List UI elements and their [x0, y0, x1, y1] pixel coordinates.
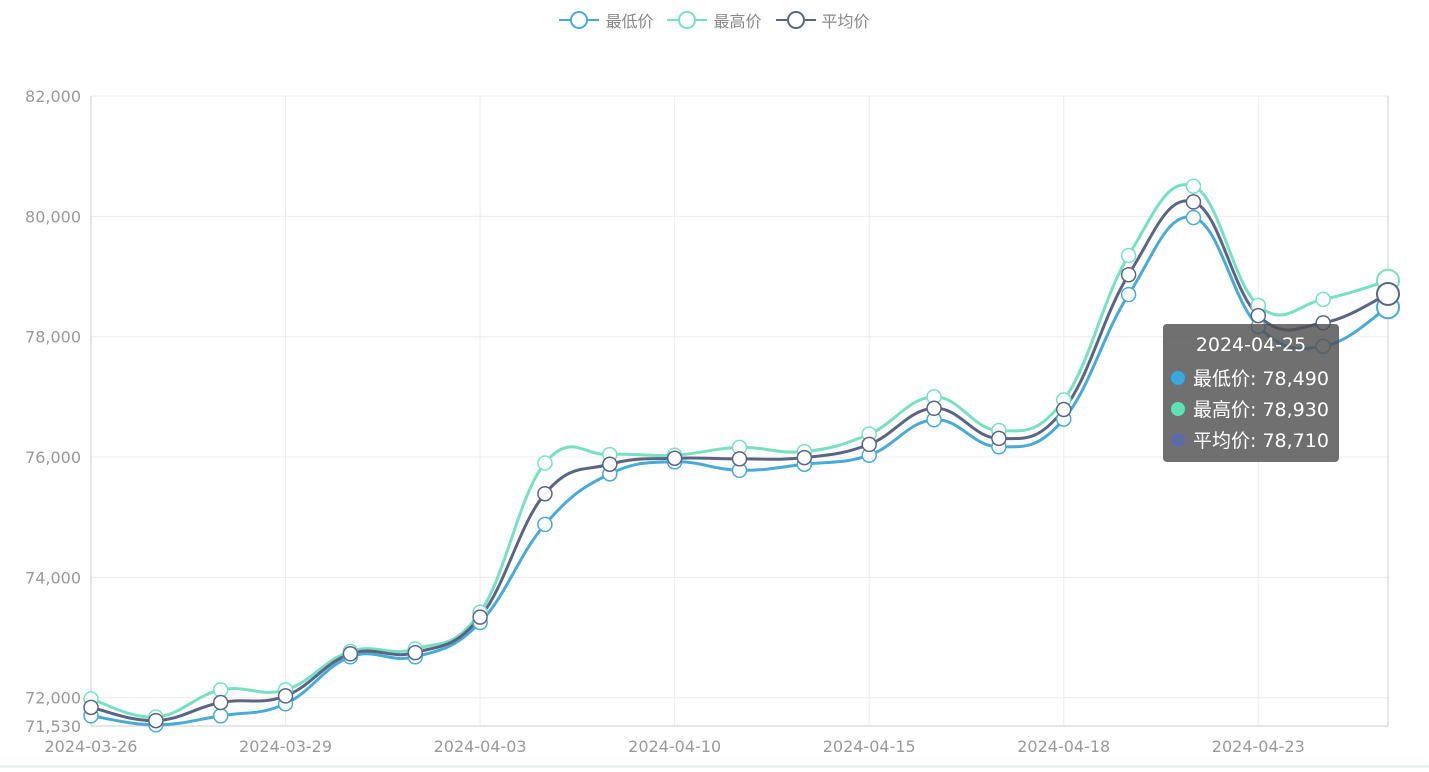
data-point-avg	[991, 430, 1007, 447]
legend-item-low[interactable]: 最低价	[559, 8, 653, 32]
data-point-high	[1315, 291, 1331, 308]
y-tick-label: 74,000	[25, 568, 81, 587]
data-point-avg	[926, 400, 942, 417]
data-point-low	[1120, 286, 1137, 303]
series-line-avg	[90, 199, 1389, 723]
tooltip-dot-avg	[1171, 432, 1185, 447]
data-point-avg	[602, 456, 618, 473]
tooltip-value-avg: 平均价: 78,710	[1193, 430, 1329, 452]
data-point-avg	[342, 646, 359, 662]
tooltip-title: 2024-04-25	[1195, 334, 1307, 356]
data-point-avg	[1056, 401, 1072, 418]
legend-label-high: 最高价	[713, 12, 762, 31]
legend-label-low: 最低价	[605, 12, 654, 31]
data-point-avg	[1250, 307, 1267, 324]
data-point-avg	[148, 712, 164, 729]
data-point-avg	[666, 450, 683, 466]
series-line-low	[90, 215, 1389, 727]
data-point-avg	[407, 644, 423, 661]
y-tick-label: 82,000	[25, 87, 81, 106]
y-tick-label: 76,000	[25, 448, 81, 467]
data-point-low	[537, 516, 553, 533]
data-point-avg	[212, 694, 229, 711]
data-point-high	[1185, 178, 1202, 195]
x-tick-label: 2024-04-23	[1212, 737, 1305, 756]
legend: 最低价 最高价 平均价	[0, 8, 1429, 32]
x-tick-label: 2024-04-03	[434, 737, 527, 756]
tooltip-value-low: 最低价: 78,490	[1193, 368, 1329, 390]
legend-label-avg: 平均价	[821, 12, 870, 31]
legend-avg-marker	[775, 11, 816, 29]
y-tick-label: 71,530	[25, 717, 81, 736]
tooltip-row-avg: 平均价: 78,710	[1171, 424, 1331, 455]
data-point-avg	[796, 449, 813, 466]
tooltip-row-low: 最低价: 78,490	[1171, 362, 1331, 393]
bottom-strip	[0, 765, 1429, 768]
legend-item-avg[interactable]: 平均价	[775, 8, 870, 32]
data-point-high	[1120, 247, 1137, 264]
tooltip-value-high: 最高价: 78,930	[1193, 399, 1329, 421]
x-tick-label: 2024-04-18	[1017, 737, 1110, 756]
legend-low-marker	[559, 11, 600, 29]
tooltip: 2024-04-25 最低价: 78,490 最高价: 78,930 平均价: …	[1163, 324, 1339, 462]
data-point-low	[1185, 209, 1202, 226]
data-point-avg	[1120, 266, 1137, 283]
data-point-avg	[537, 485, 553, 502]
data-point-avg	[1376, 281, 1400, 306]
data-point-low	[212, 708, 229, 724]
tooltip-dot-high	[1171, 401, 1185, 416]
data-point-avg	[731, 451, 748, 467]
x-tick-label: 2024-04-10	[628, 737, 721, 756]
data-point-high	[537, 455, 553, 471]
y-tick-label: 78,000	[25, 328, 81, 347]
data-point-avg	[472, 609, 488, 625]
y-tick-label: 80,000	[25, 207, 81, 226]
x-tick-label: 2024-03-29	[239, 737, 332, 756]
legend-high-marker	[667, 11, 708, 29]
tooltip-dot-low	[1171, 370, 1185, 385]
data-point-avg	[861, 436, 877, 453]
data-point-avg	[83, 699, 99, 716]
legend-item-high[interactable]: 最高价	[667, 8, 762, 32]
data-point-avg	[1185, 194, 1202, 210]
tooltip-row-high: 最高价: 78,930	[1171, 393, 1331, 424]
data-point-avg	[277, 688, 294, 704]
x-tick-label: 2024-03-26	[45, 737, 138, 756]
y-tick-label: 72,000	[25, 689, 81, 708]
x-tick-label: 2024-04-15	[823, 737, 916, 756]
